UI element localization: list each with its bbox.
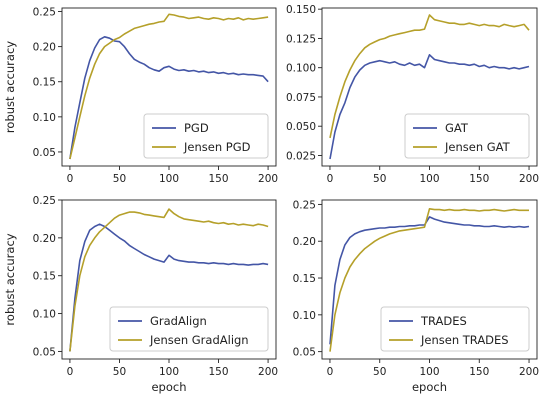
y-tick-label: 0.15	[33, 271, 56, 283]
legend-box	[109, 306, 269, 352]
legend-label: TRADES	[420, 314, 467, 328]
x-tick-label: 150	[209, 366, 229, 378]
x-tick-label: 0	[327, 366, 334, 378]
y-tick-label: 0.10	[33, 309, 56, 321]
x-tick-label: 0	[67, 366, 74, 378]
x-tick-label: 150	[209, 173, 229, 185]
y-tick-label: 0.05	[293, 347, 316, 359]
y-tick-label: 0.25	[293, 199, 316, 211]
y-tick-label: 0.10	[33, 112, 56, 124]
y-tick-label: 0.15	[293, 273, 316, 285]
legend-label: Jensen GradAlign	[149, 333, 249, 347]
x-tick-label: 100	[159, 366, 179, 378]
y-tick-label: 0.20	[293, 236, 316, 248]
y-tick-label: 0.10	[293, 310, 316, 322]
x-axis-label: epoch	[151, 380, 186, 394]
legend-label: GAT	[445, 121, 469, 135]
y-tick-label: 0.100	[286, 63, 316, 75]
x-tick-label: 100	[419, 173, 439, 185]
x-tick-label: 150	[469, 366, 489, 378]
legend: TRADES Jensen TRADES	[380, 306, 530, 352]
legend-label: Jensen PGD	[183, 140, 251, 154]
y-tick-label: 0.25	[33, 7, 56, 19]
y-tick-label: 0.25	[33, 195, 56, 207]
x-tick-label: 100	[159, 173, 179, 185]
series-line-pgd	[69, 36, 269, 160]
series-line-trades	[329, 216, 530, 345]
series-line-jensen-pgd	[69, 13, 269, 160]
y-tick-label: 0.05	[33, 147, 56, 159]
panel-bottom-right: 0 50 100 150 200 0.05 0.10 0.15 0.20 0.25 epoch TRA…	[293, 199, 539, 394]
series-line-jensen-gat	[329, 14, 530, 139]
panel-top-left: 0 50 100 150 200 0.05 0.10 0.15 0.20 0.25 robust a…	[3, 7, 278, 185]
x-tick-label: 200	[258, 173, 278, 185]
x-tick-label: 100	[419, 366, 439, 378]
x-tick-label: 50	[373, 366, 386, 378]
y-axis-label: robust accuracy	[3, 41, 17, 133]
x-tick-label: 200	[258, 366, 278, 378]
y-axis-label: robust accuracy	[3, 233, 17, 325]
y-tick-label: 0.20	[33, 233, 56, 245]
legend-label: PGD	[184, 121, 209, 135]
y-tick-label: 0.20	[33, 42, 56, 54]
y-tick-label: 0.025	[286, 150, 316, 162]
y-tick-label: 0.125	[286, 33, 316, 45]
series-line-gradalign	[69, 223, 269, 352]
y-tick-label: 0.05	[33, 346, 56, 358]
x-tick-label: 0	[67, 173, 74, 185]
y-tick-label: 0.050	[286, 121, 316, 133]
x-tick-label: 50	[373, 173, 386, 185]
legend: PGD Jensen PGD	[143, 113, 269, 159]
y-tick-label: 0.150	[286, 4, 316, 16]
x-tick-label: 0	[327, 173, 334, 185]
series-line-jensen-gradalign	[69, 208, 269, 352]
y-tick-label: 0.075	[286, 92, 316, 104]
series-line-gat	[329, 54, 530, 160]
legend: GAT Jensen GAT	[404, 113, 530, 159]
x-tick-label: 200	[519, 366, 539, 378]
x-tick-label: 150	[469, 173, 489, 185]
legend-box	[380, 306, 530, 352]
legend-label: Jensen GAT	[444, 140, 511, 154]
x-tick-label: 50	[113, 173, 126, 185]
legend: GradAlign Jensen GradAlign	[109, 306, 269, 352]
panel-bottom-left: 0 50 100 150 200 0.05 0.10 0.15 0.20 0.25 epoch rob…	[3, 195, 278, 394]
x-tick-label: 50	[113, 366, 126, 378]
series-line-jensen-trades	[329, 208, 529, 352]
legend-label: GradAlign	[150, 314, 207, 328]
panel-top-right: 0 50 100 150 200 0.025 0.050 0.075 0.100 0.125 0.1…	[286, 4, 539, 185]
legend-label: Jensen TRADES	[420, 333, 509, 347]
y-tick-label: 0.15	[33, 77, 56, 89]
x-tick-label: 200	[519, 173, 539, 185]
x-axis-label: epoch	[412, 380, 447, 394]
